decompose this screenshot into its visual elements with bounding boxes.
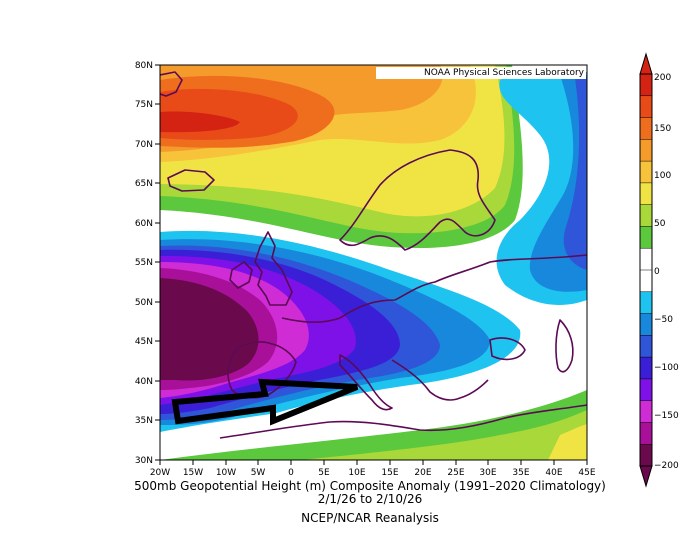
lat-label: 70N: [135, 140, 153, 150]
colorbar-label: −200: [654, 461, 679, 471]
colorbar-segment: [640, 117, 652, 140]
lon-label: 10E: [348, 468, 365, 478]
colorbar-label: 50: [654, 219, 666, 229]
colorbar-label: −100: [654, 363, 679, 373]
european-mainland-coast: [281, 254, 587, 323]
italy-coast: [339, 354, 393, 411]
latitude-ticks: 80N 75N 70N 65N 60N 55N 50N 45N 40N 35N …: [135, 61, 160, 466]
positive-anomaly-peak: [160, 111, 240, 133]
greenland-coast: [160, 71, 183, 97]
colorbar-segment: [640, 248, 652, 271]
iceland-coast: [167, 169, 215, 192]
lon-label: 0: [288, 468, 294, 478]
colorbar-segment: [640, 270, 652, 293]
colorbar-segment: [640, 95, 652, 119]
lat-label: 45N: [135, 337, 153, 347]
colorbar-segment: [640, 74, 652, 97]
colorbar-label: −50: [654, 315, 673, 325]
south-positive-anomaly-lime: [300, 410, 587, 460]
lon-label: 15E: [381, 468, 398, 478]
caspian-coast: [555, 319, 574, 373]
colorbar-segment: [640, 313, 652, 336]
lon-label: 15W: [183, 468, 203, 478]
balkans-coast: [391, 359, 489, 401]
lon-label: 5E: [318, 468, 330, 478]
colorbar-segment: [640, 357, 652, 380]
lon-label: 10W: [216, 468, 236, 478]
data-source: NCEP/NCAR Reanalysis: [301, 511, 439, 525]
lat-label: 40N: [135, 377, 153, 387]
ireland-coast: [229, 261, 253, 289]
lon-label: 25E: [447, 468, 464, 478]
colorbar-segment: [640, 378, 652, 402]
colorbar-segment: [640, 422, 652, 445]
colorbar-label: 150: [654, 124, 671, 134]
lon-label: 5W: [251, 468, 266, 478]
colorbar-label: −150: [654, 411, 679, 421]
colorbar-segment: [640, 204, 652, 227]
lon-label: 40E: [545, 468, 562, 478]
longitude-ticks: 20W 15W 10W 5W 0 5E 10E 15E 20E 25E 30E …: [150, 460, 596, 478]
lon-label: 35E: [512, 468, 529, 478]
scandinavia-coast: [339, 149, 496, 251]
colorbar-labels: 200 150 100 50 0 −50 −100 −150 −200: [654, 73, 679, 471]
colorbar-segment: [640, 400, 652, 423]
colorbar-segment: [640, 335, 652, 358]
lat-label: 75N: [135, 100, 153, 110]
date-range: 2/1/26 to 2/10/26: [317, 492, 423, 506]
colorbar-label: 0: [654, 267, 660, 277]
lat-label: 55N: [135, 258, 153, 268]
colorbar-label: 200: [654, 73, 671, 83]
black-sea-coast: [489, 337, 526, 361]
lat-label: 35N: [135, 416, 153, 426]
lat-label: 80N: [135, 61, 153, 71]
ne-negative-anomaly-deep: [563, 78, 587, 270]
colorbar-segment: [640, 161, 652, 184]
black-arrow: [171, 378, 359, 426]
lon-label: 20E: [414, 468, 431, 478]
map-panel: [160, 65, 587, 460]
colorbar-segment: [640, 291, 652, 315]
colorbar-label: 100: [654, 171, 671, 181]
colorbar-segment: [640, 182, 652, 206]
lon-label: 20W: [150, 468, 170, 478]
colorbar: [639, 52, 653, 488]
colorbar-top-triangle: [639, 52, 653, 75]
lat-label: 50N: [135, 298, 153, 308]
colorbar-segment: [640, 139, 652, 162]
lon-label: 30E: [479, 468, 496, 478]
colorbar-segment: [640, 226, 652, 249]
lat-label: 60N: [135, 219, 153, 229]
britain-coast: [254, 231, 293, 306]
south-positive-anomaly-yellow: [548, 424, 587, 460]
figure-title: 500mb Geopotential Height (m) Composite …: [134, 479, 606, 493]
producer-label: NOAA Physical Sciences Laboratory: [376, 67, 586, 79]
lat-label: 65N: [135, 179, 153, 189]
africa-coast: [219, 404, 587, 439]
colorbar-segment: [640, 444, 652, 467]
lon-label: 45E: [578, 468, 595, 478]
lat-label: 30N: [135, 456, 153, 466]
